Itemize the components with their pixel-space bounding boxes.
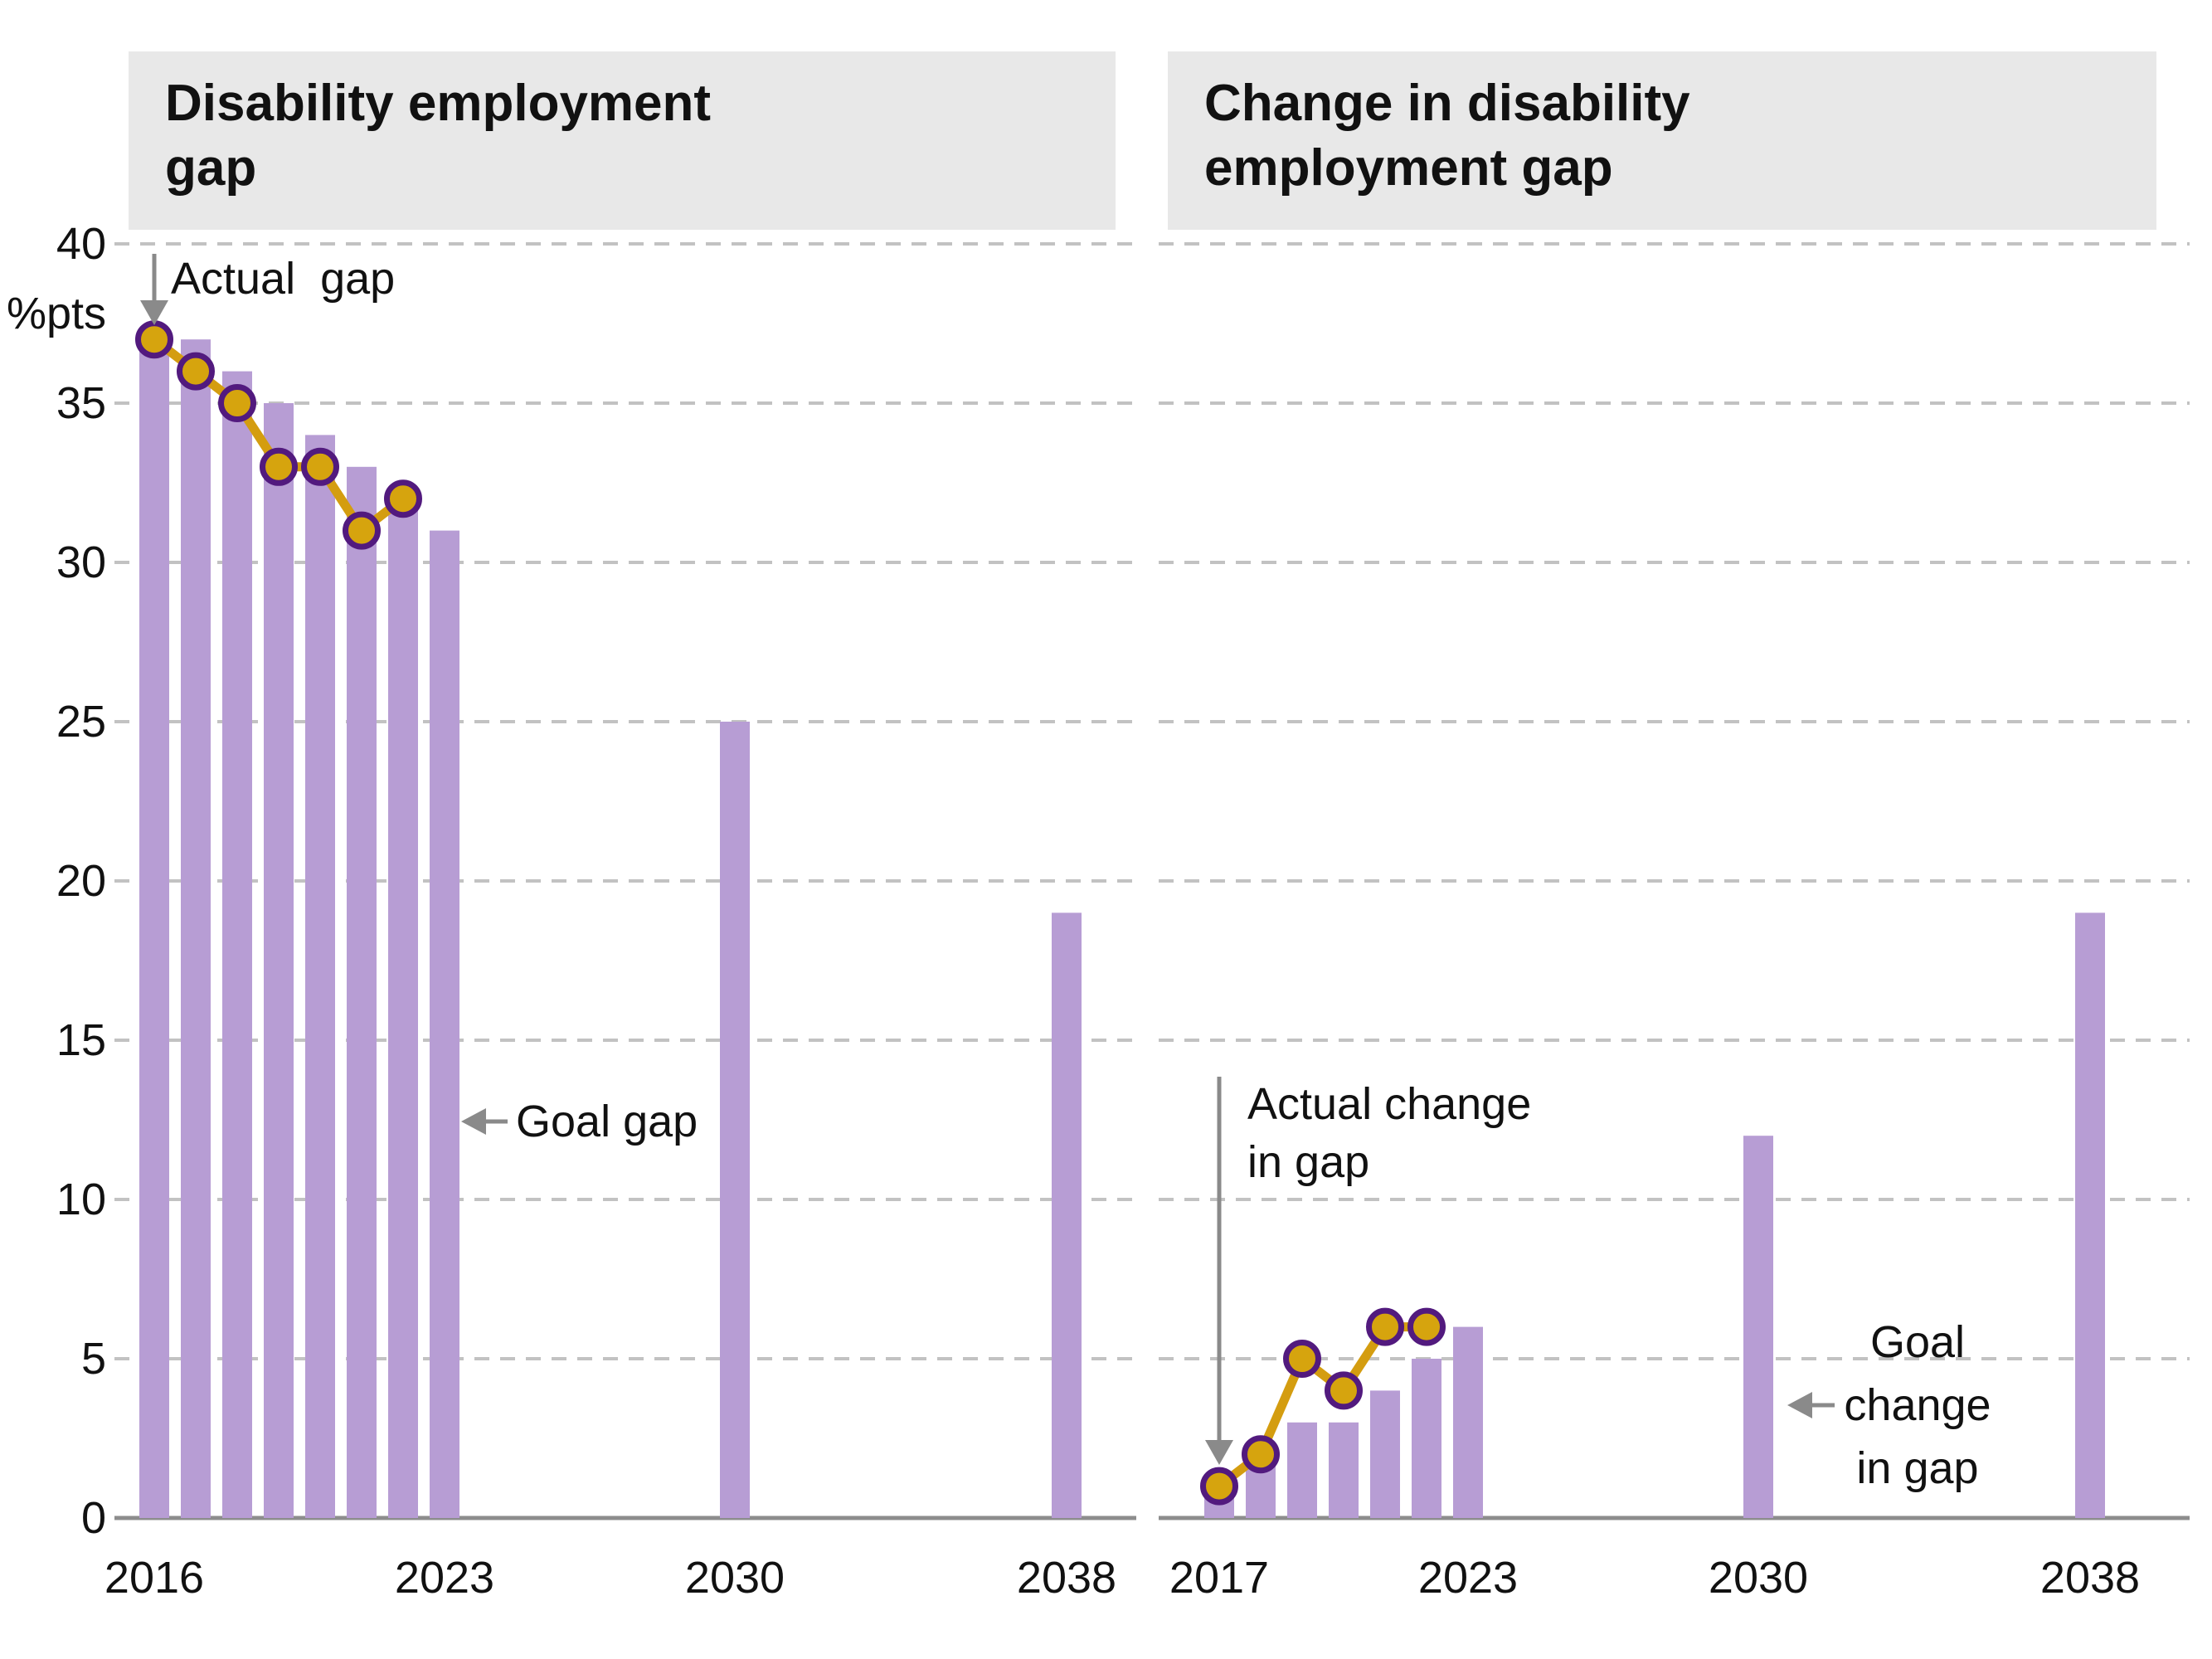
- y-tick-10: 10: [56, 1175, 106, 1224]
- annotation-goal-change-text-2: change: [1844, 1380, 1991, 1430]
- y-tick-40: 40: [56, 219, 106, 269]
- bar-left-2018: [222, 371, 252, 1519]
- y-tick-20: 20: [56, 856, 106, 906]
- bar-right-2019: [1287, 1422, 1317, 1518]
- annotation-goal-gap-text-1: Goal gap: [516, 1097, 698, 1146]
- annotation-goal-change-text-1: Goal: [1870, 1317, 1965, 1367]
- marker-right-2017: [1200, 1467, 1238, 1506]
- annotation-goal-gap-arrowhead-icon: [461, 1108, 486, 1135]
- marker-right-2021: [1366, 1307, 1404, 1346]
- y-tick-35: 35: [56, 378, 106, 428]
- x-tick-right-2038: 2038: [2040, 1553, 2140, 1603]
- right-title-line-1: Change in disability: [1204, 75, 1690, 132]
- marker-left-2020: [301, 447, 339, 486]
- y-tick-5: 5: [81, 1334, 106, 1384]
- x-tick-right-2030: 2030: [1709, 1553, 1808, 1603]
- right-panel-title: Change in disability employment gap: [1168, 51, 2156, 230]
- annotation-actual-change-text-2: in gap: [1247, 1137, 1369, 1187]
- left-panel-title: Disability employment gap: [129, 51, 1116, 230]
- annotation-actual-change-text-1: Actual change: [1247, 1079, 1531, 1129]
- bar-right-2021: [1370, 1390, 1400, 1518]
- bar-left-2017: [181, 339, 211, 1519]
- marker-left-2017: [177, 352, 215, 391]
- marker-right-2020: [1325, 1371, 1363, 1410]
- annotation-actual-gap-arrowhead-icon: [140, 300, 168, 325]
- marker-left-2016: [135, 320, 173, 359]
- bar-right-2020: [1329, 1422, 1359, 1518]
- annotation-actual-change-arrowhead-icon: [1205, 1440, 1233, 1465]
- x-tick-left-2023: 2023: [395, 1553, 494, 1603]
- marker-right-2019: [1283, 1340, 1321, 1378]
- marker-left-2019: [260, 447, 298, 486]
- marker-right-2018: [1242, 1435, 1280, 1474]
- bar-left-2016: [139, 339, 169, 1519]
- bar-right-2038: [2075, 912, 2105, 1518]
- annotation-goal-change-text-3: in gap: [1856, 1443, 1978, 1493]
- marker-right-2022: [1407, 1307, 1446, 1346]
- bar-right-2022: [1412, 1359, 1441, 1518]
- bar-left-2022: [388, 499, 418, 1519]
- marker-left-2018: [218, 384, 256, 422]
- bar-left-2020: [305, 435, 335, 1518]
- y-tick-30: 30: [56, 538, 106, 587]
- bar-left-2030: [720, 722, 750, 1518]
- annotation-actual-gap-text-1: Actual gap: [171, 254, 395, 304]
- x-tick-right-2017: 2017: [1169, 1553, 1269, 1603]
- left-title-line-1: Disability employment: [165, 75, 712, 132]
- marker-left-2022: [384, 479, 422, 518]
- y-axis-unit-label: %pts: [7, 289, 106, 338]
- annotation-goal-change-arrowhead-icon: [1787, 1392, 1812, 1418]
- bar-left-2019: [264, 403, 294, 1518]
- y-tick-15: 15: [56, 1015, 106, 1065]
- x-tick-left-2038: 2038: [1017, 1553, 1116, 1603]
- bar-left-2023: [430, 530, 459, 1518]
- bar-left-2021: [347, 466, 377, 1518]
- x-tick-left-2030: 2030: [685, 1553, 785, 1603]
- bar-left-2038: [1052, 912, 1082, 1518]
- marker-left-2021: [343, 511, 381, 550]
- left-title-line-2: gap: [165, 139, 257, 197]
- bar-right-2030: [1743, 1136, 1773, 1518]
- bar-right-2023: [1453, 1326, 1483, 1518]
- x-tick-right-2023: 2023: [1418, 1553, 1518, 1603]
- right-title-line-2: employment gap: [1204, 139, 1613, 197]
- y-tick-25: 25: [56, 697, 106, 747]
- y-tick-0: 0: [81, 1493, 106, 1543]
- x-tick-left-2016: 2016: [105, 1553, 204, 1603]
